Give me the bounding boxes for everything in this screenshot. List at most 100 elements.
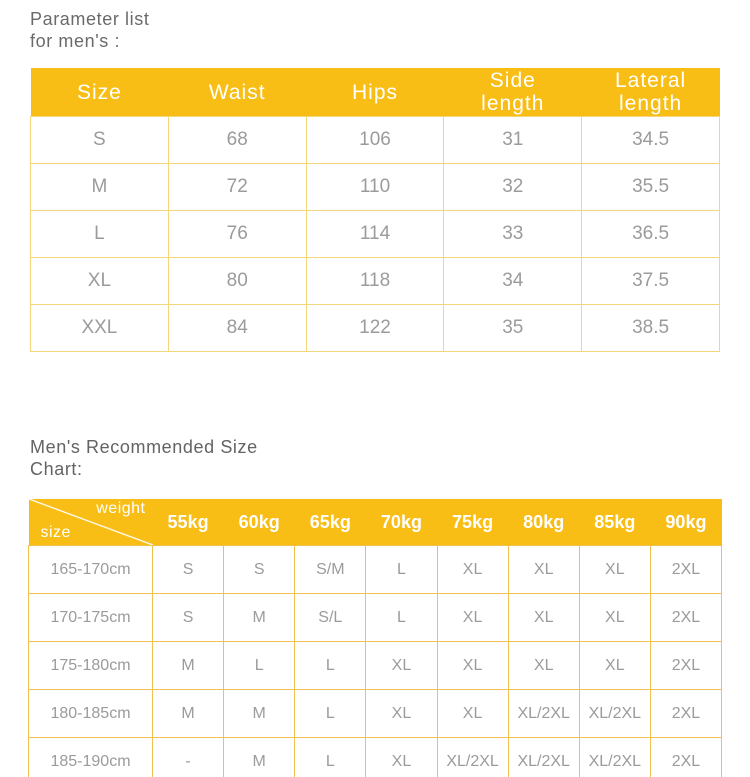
height-range-cell: 180-185cm	[28, 689, 153, 738]
hips-cell: 114	[305, 210, 445, 258]
corner-weight-label: weight	[96, 500, 146, 517]
size-rec-cell: XL	[507, 545, 580, 594]
recommended-size-table: weight size 55kg 60kg 65kg 70kg 75kg 80k…	[28, 499, 723, 777]
table-row-xl: XL 80 118 34 37.5	[30, 257, 720, 305]
waist-cell: 68	[167, 116, 307, 164]
size-rec-cell: S/M	[294, 545, 367, 594]
lateral-length-cell: 35.5	[581, 163, 720, 211]
side-length-cell: 33	[443, 210, 583, 258]
header-row: Size Waist Hips Side length Lateral leng…	[30, 68, 720, 117]
size-rec-cell: XL	[436, 545, 509, 594]
height-range-cell: 185-190cm	[28, 737, 153, 777]
waist-cell: 84	[167, 304, 307, 352]
parameter-table: Size Waist Hips Side length Lateral leng…	[30, 68, 720, 352]
weight-header-55kg: 55kg	[152, 499, 224, 546]
table-row-170-175: 170-175cm S M S/L L XL XL XL 2XL	[28, 593, 723, 642]
size-rec-cell: XL	[578, 593, 651, 642]
size-rec-cell: XL/2XL	[578, 689, 651, 738]
column-header-lateral-length: Lateral length	[581, 68, 720, 117]
size-rec-cell: M	[223, 593, 296, 642]
waist-cell: 72	[167, 163, 307, 211]
size-rec-cell: 2XL	[649, 737, 723, 777]
parameter-table-header: Size Waist Hips Side length Lateral leng…	[30, 68, 720, 117]
size-rec-cell: 2XL	[649, 641, 723, 690]
header-row: weight size 55kg 60kg 65kg 70kg 75kg 80k…	[28, 499, 722, 546]
weight-header-60kg: 60kg	[223, 499, 295, 546]
size-rec-cell: S	[223, 545, 296, 594]
size-rec-cell: M	[223, 737, 296, 777]
size-rec-cell: S	[151, 545, 225, 594]
diagonal-divider-line	[28, 499, 153, 545]
size-rec-cell: XL	[578, 545, 651, 594]
size-rec-cell: L	[365, 593, 438, 642]
size-cell: XXL	[30, 304, 169, 352]
size-rec-cell: XL	[436, 593, 509, 642]
lateral-length-cell: 38.5	[581, 304, 720, 352]
hips-cell: 122	[305, 304, 445, 352]
height-range-cell: 165-170cm	[28, 545, 153, 594]
size-rec-cell: XL	[436, 641, 509, 690]
table-row-165-170: 165-170cm S S S/M L XL XL XL 2XL	[28, 545, 723, 594]
weight-header-75kg: 75kg	[437, 499, 509, 546]
table-row-175-180: 175-180cm M L L XL XL XL XL 2XL	[28, 641, 723, 690]
table-row-m: M 72 110 32 35.5	[30, 163, 720, 211]
size-cell: M	[30, 163, 169, 211]
size-rec-cell: M	[151, 689, 225, 738]
hips-cell: 106	[305, 116, 445, 164]
size-rec-cell: L	[294, 641, 367, 690]
side-length-cell: 35	[443, 304, 583, 352]
size-rec-cell: XL/2XL	[578, 737, 651, 777]
size-rec-cell: XL	[436, 689, 509, 738]
side-length-cell: 31	[443, 116, 583, 164]
parameter-list-title: Parameter list for men's :	[30, 9, 150, 51]
weight-header-90kg: 90kg	[650, 499, 722, 546]
weight-header-85kg: 85kg	[579, 499, 651, 546]
corner-diagonal-cell: weight size	[28, 499, 153, 545]
height-range-cell: 175-180cm	[28, 641, 153, 690]
size-rec-cell: L	[294, 737, 367, 777]
weight-header-70kg: 70kg	[365, 499, 437, 546]
size-rec-cell: L	[294, 689, 367, 738]
size-rec-cell: S	[151, 593, 225, 642]
size-cell: L	[30, 210, 169, 258]
size-rec-cell: XL/2XL	[507, 689, 580, 738]
size-rec-cell: XL	[365, 689, 438, 738]
size-rec-cell: M	[151, 641, 225, 690]
hips-cell: 110	[305, 163, 445, 211]
hips-cell: 118	[305, 257, 445, 305]
column-header-size: Size	[30, 68, 169, 117]
side-length-cell: 32	[443, 163, 583, 211]
column-header-side-length: Side length	[443, 68, 582, 117]
size-rec-cell: XL	[578, 641, 651, 690]
size-rec-cell: XL	[365, 641, 438, 690]
table-row-180-185: 180-185cm M M L XL XL XL/2XL XL/2XL 2XL	[28, 689, 723, 738]
size-rec-cell: XL	[507, 593, 580, 642]
recommended-table-body: 165-170cm S S S/M L XL XL XL 2XL 170-175…	[28, 545, 723, 777]
recommended-size-title: Men's Recommended Size Chart:	[30, 437, 258, 479]
corner-header-cell: weight size	[28, 499, 153, 546]
size-rec-cell: -	[151, 737, 225, 777]
column-header-hips: Hips	[306, 68, 444, 117]
size-rec-cell: L	[365, 545, 438, 594]
size-rec-cell: L	[223, 641, 296, 690]
corner-size-label: size	[40, 524, 71, 541]
size-rec-cell: XL	[507, 641, 580, 690]
lateral-length-cell: 37.5	[581, 257, 720, 305]
size-cell: S	[30, 116, 169, 164]
lateral-length-cell: 34.5	[581, 116, 720, 164]
waist-cell: 80	[167, 257, 307, 305]
size-rec-cell: XL	[365, 737, 438, 777]
column-header-waist: Waist	[168, 68, 307, 117]
table-row-s: S 68 106 31 34.5	[30, 116, 720, 164]
height-range-cell: 170-175cm	[28, 593, 153, 642]
recommended-table-header: weight size 55kg 60kg 65kg 70kg 75kg 80k…	[28, 499, 722, 546]
size-rec-cell: 2XL	[649, 689, 723, 738]
side-length-cell: 34	[443, 257, 583, 305]
table-row-xxl: XXL 84 122 35 38.5	[30, 304, 720, 352]
size-rec-cell: 2XL	[649, 593, 723, 642]
waist-cell: 76	[167, 210, 307, 258]
weight-header-80kg: 80kg	[508, 499, 580, 546]
size-rec-cell: S/L	[294, 593, 367, 642]
table-row-l: L 76 114 33 36.5	[30, 210, 720, 258]
